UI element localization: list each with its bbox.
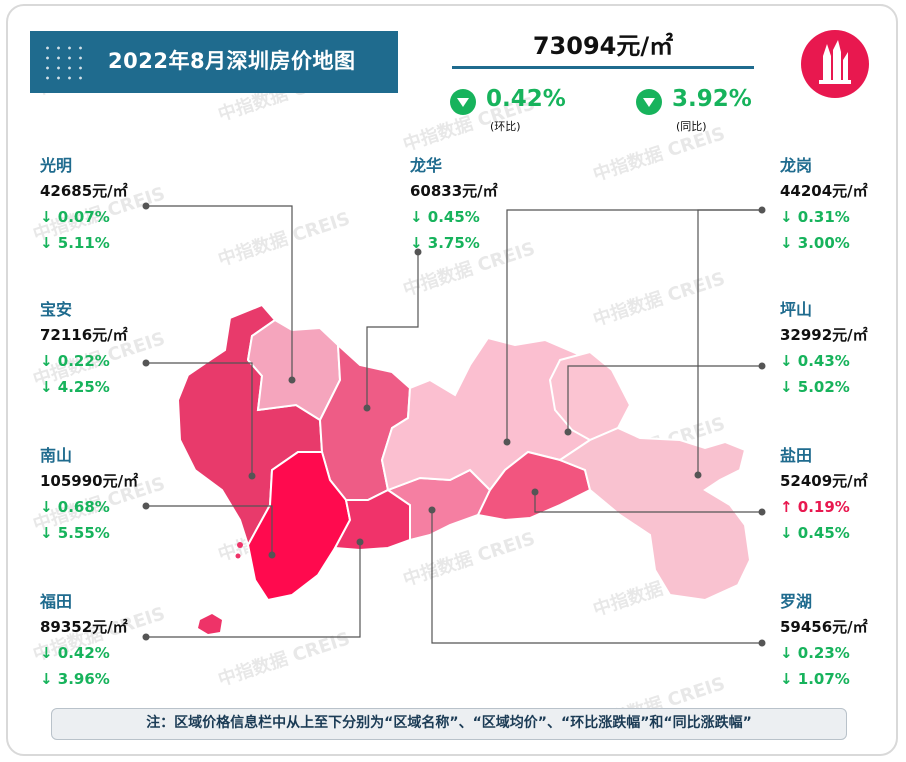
district-mom: ↓ 0.23% xyxy=(780,644,850,662)
district-mom: ↓ 0.22% xyxy=(40,352,110,370)
district-yoy: ↓ 5.55% xyxy=(40,524,110,542)
district-name: 南山 xyxy=(40,446,73,465)
district-mom: ↑ 0.19% xyxy=(780,498,850,516)
title-banner: 2022年8月深圳房价地图 xyxy=(30,31,398,93)
district-longhua: 龙华 60833元/㎡ ↓ 0.45% ↓ 3.75% xyxy=(410,154,570,256)
region-nanshan[interactable] xyxy=(246,451,352,602)
city-mom-label: (环比) xyxy=(490,120,521,133)
district-price: 42685元/㎡ xyxy=(40,182,128,200)
district-mom: ↓ 0.68% xyxy=(40,498,110,516)
city-average-price: 73094元/㎡ xyxy=(532,32,674,60)
district-mom: ↓ 0.43% xyxy=(780,352,850,370)
average-underline xyxy=(452,66,754,69)
region-island xyxy=(235,553,241,559)
region-futian[interactable] xyxy=(333,488,411,552)
district-yoy: ↓ 5.02% xyxy=(780,378,850,396)
district-mom: ↓ 0.31% xyxy=(780,208,850,226)
district-yantian: 盐田 52409元/㎡ ↑ 0.19% ↓ 0.45% xyxy=(780,444,890,546)
district-yoy: ↓ 3.75% xyxy=(410,234,480,252)
district-yoy: ↓ 3.00% xyxy=(780,234,850,252)
district-yoy: ↓ 5.11% xyxy=(40,234,110,252)
leader-lines xyxy=(146,205,762,644)
dots-decoration xyxy=(42,43,88,81)
down-triangle-icon xyxy=(450,89,476,115)
district-baoan: 宝安 72116元/㎡ ↓ 0.22% ↓ 4.25% xyxy=(40,298,200,400)
district-guangming: 光明 42685元/㎡ ↓ 0.07% ↓ 5.11% xyxy=(40,154,200,256)
district-price: 60833元/㎡ xyxy=(410,182,498,200)
card-frame xyxy=(6,4,898,756)
region-dapeng[interactable] xyxy=(557,426,752,602)
district-name: 龙岗 xyxy=(780,156,813,175)
district-name: 光明 xyxy=(40,156,73,175)
district-yoy: ↓ 1.07% xyxy=(780,670,850,688)
legend-note: 注：区域价格信息栏中从上至下分别为“区域名称”、“区域均价”、“环比涨跌幅”和“… xyxy=(51,708,847,740)
district-price: 52409元/㎡ xyxy=(780,472,868,490)
district-futian: 福田 89352元/㎡ ↓ 0.42% ↓ 3.96% xyxy=(40,590,200,692)
city-mom-value: 0.42% xyxy=(486,86,566,112)
district-name: 福田 xyxy=(40,592,73,611)
district-name: 盐田 xyxy=(780,446,813,465)
district-price: 59456元/㎡ xyxy=(780,618,868,636)
district-name: 罗湖 xyxy=(780,592,813,611)
district-longgang: 龙岗 44204元/㎡ ↓ 0.31% ↓ 3.00% xyxy=(780,154,890,256)
district-pingshan: 坪山 32992元/㎡ ↓ 0.43% ↓ 5.02% xyxy=(780,298,890,400)
district-yoy: ↓ 3.96% xyxy=(40,670,110,688)
district-mom: ↓ 0.45% xyxy=(410,208,480,226)
district-nanshan: 南山 105990元/㎡ ↓ 0.68% ↓ 5.55% xyxy=(40,444,200,546)
region-guangming[interactable] xyxy=(246,318,342,422)
page-title: 2022年8月深圳房价地图 xyxy=(108,49,356,73)
leader-dots xyxy=(142,202,766,647)
district-yoy: ↓ 4.25% xyxy=(40,378,110,396)
creis-logo xyxy=(801,30,869,98)
district-price: 72116元/㎡ xyxy=(40,326,128,344)
district-luohu: 罗湖 59456元/㎡ ↓ 0.23% ↓ 1.07% xyxy=(780,590,890,692)
district-name: 坪山 xyxy=(780,300,813,319)
district-name: 宝安 xyxy=(40,300,73,319)
district-yoy: ↓ 0.45% xyxy=(780,524,850,542)
district-price: 89352元/㎡ xyxy=(40,618,128,636)
city-yoy-value: 3.92% xyxy=(672,86,752,112)
down-triangle-icon xyxy=(636,89,662,115)
district-mom: ↓ 0.07% xyxy=(40,208,110,226)
district-price: 44204元/㎡ xyxy=(780,182,868,200)
district-price: 105990元/㎡ xyxy=(40,472,139,490)
district-name: 龙华 xyxy=(410,156,443,175)
region-island xyxy=(237,542,243,548)
building-logo-icon xyxy=(819,40,851,84)
city-yoy-label: (同比) xyxy=(676,120,707,133)
region-island xyxy=(198,614,222,634)
district-mom: ↓ 0.42% xyxy=(40,644,110,662)
district-price: 32992元/㎡ xyxy=(780,326,868,344)
